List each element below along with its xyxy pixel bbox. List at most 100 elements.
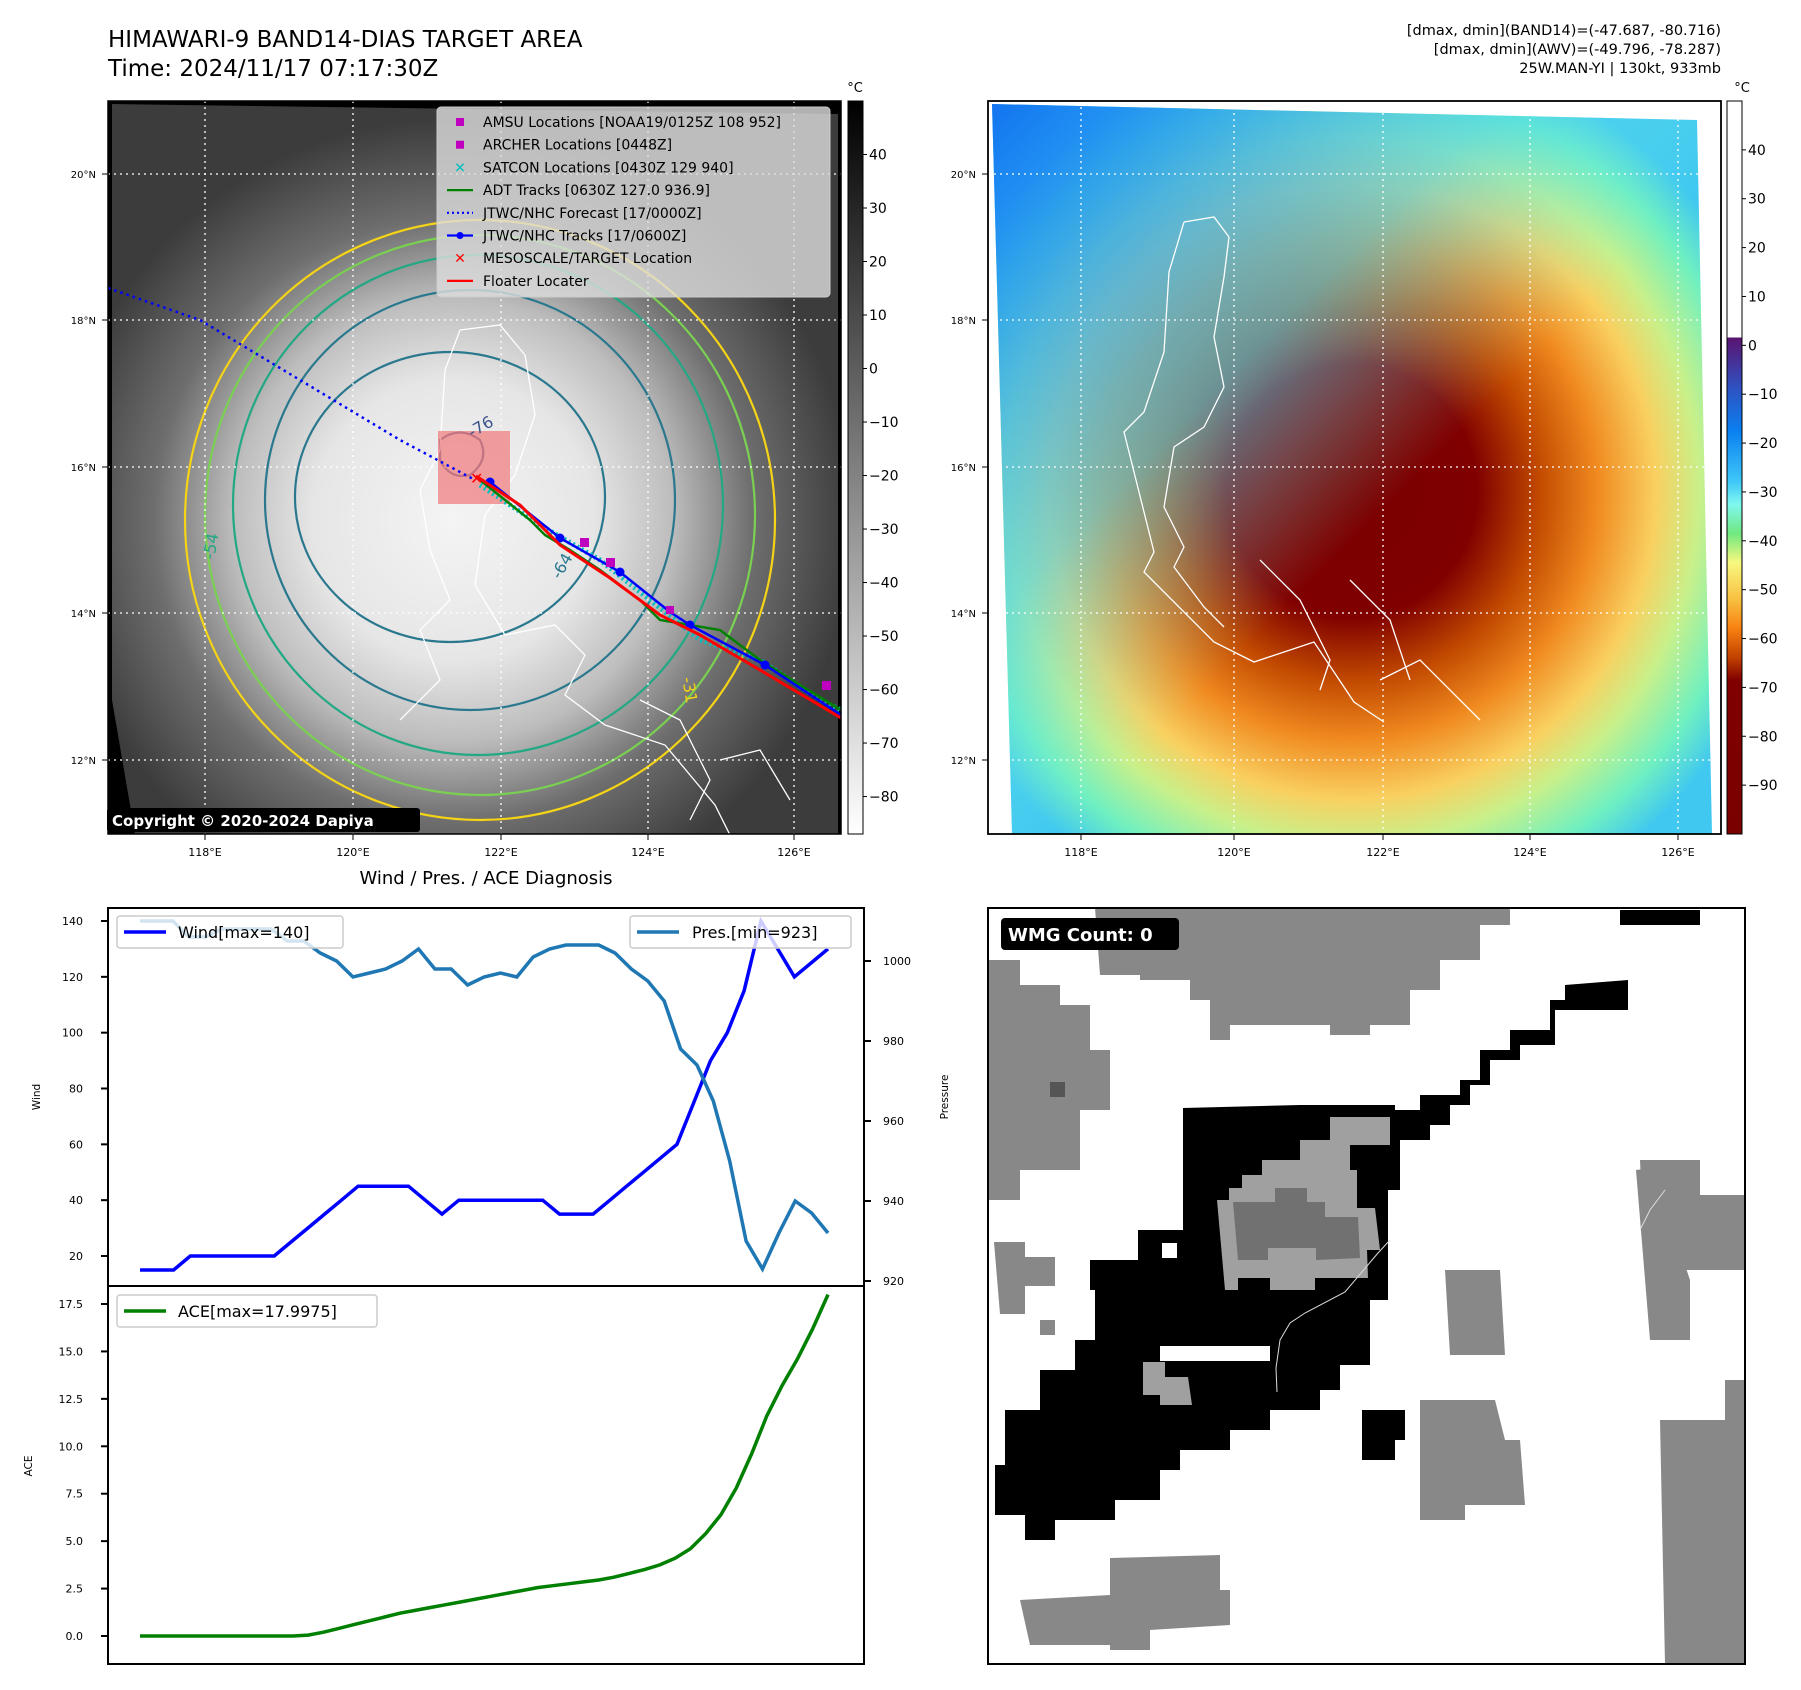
wmg-gray-region [1420, 1400, 1525, 1520]
colorbar-tick-label: −50 [1748, 583, 1778, 599]
ace-tick-label: 2.5 [66, 1583, 84, 1596]
pressure-tick-label: 960 [883, 1115, 904, 1128]
ace-axis-label: ACE [23, 1456, 35, 1477]
lat-tick-label: 18°N [71, 316, 96, 327]
legend-label: ARCHER Locations [0448Z] [483, 138, 672, 154]
legend-item: ARCHER Locations [0448Z] [456, 138, 672, 154]
coastline-visayas [639, 699, 791, 821]
wind-axis-label: Wind [31, 1084, 43, 1110]
wmg-gray-region [1095, 908, 1510, 1040]
dot-marker-icon [456, 232, 464, 239]
awv-gridlines [988, 101, 1721, 834]
colorbar-tick-label: 10 [869, 308, 887, 324]
wind-legend-box [116, 915, 344, 949]
legend-label: AMSU Locations [NOAA19/0125Z 108 952] [483, 115, 781, 131]
ir-colorbar-gradient [847, 100, 864, 835]
amsu-archer-markers [580, 538, 831, 690]
lat-tick-label: 16°N [951, 463, 976, 474]
contour-label-31: -31 [678, 675, 701, 704]
colorbar-tick-label: 20 [1748, 241, 1766, 257]
jtwc-forecast-track [108, 286, 476, 482]
square-marker-icon [456, 140, 464, 149]
pressure-tick-label: 980 [883, 1035, 904, 1048]
colorbar-tick-label: −40 [869, 576, 899, 592]
legend-item: AMSU Locations [NOAA19/0125Z 108 952] [456, 115, 781, 131]
track-legend: AMSU Locations [NOAA19/0125Z 108 952] ARC… [436, 106, 831, 298]
legend-item: ✕ SATCON Locations [0430Z 129 940] [454, 160, 733, 176]
square-marker-icon [456, 118, 464, 126]
wmg-lightgray-region [1143, 1362, 1192, 1405]
lon-tick-label: 118°E [1064, 846, 1097, 859]
wmg-black-region [1362, 1410, 1405, 1460]
ace-chart: 17.5 15.0 12.5 10.0 7.5 5.0 2.5 0.0 ACE ACE[max… [23, 1285, 865, 1665]
lat-tick-label: 20°N [71, 170, 96, 181]
legend-label: Floater Locater [483, 274, 589, 290]
wmg-coastline [1639, 1189, 1666, 1231]
lon-tick-label: 120°E [336, 846, 369, 859]
wmg-black-region [1620, 910, 1700, 925]
ace-legend-box [116, 1294, 378, 1328]
pressure-legend-label: Pres.[min=923] [692, 923, 817, 942]
wmg-coastline [1275, 1239, 1391, 1393]
figure-title: HIMAWARI-9 BAND14-DIAS TARGET AREA Time:… [108, 26, 582, 84]
wind-tick-label: 80 [69, 1083, 83, 1096]
awv-coastline-luzon-west [1123, 221, 1385, 723]
copyright-badge [107, 808, 420, 832]
legend-box [436, 106, 831, 298]
wmg-count-label: WMG Count: 0 [1008, 925, 1153, 946]
wind-series-line [140, 916, 830, 1272]
ace-tick-label: 10.0 [59, 1440, 84, 1453]
wmg-gray-region [1110, 1555, 1230, 1650]
ace-tick-label: 15.0 [59, 1345, 84, 1358]
wind-tick-label: 20 [69, 1250, 83, 1263]
lon-tick-label: 126°E [777, 846, 810, 859]
coastlines [399, 324, 791, 834]
wmg-darkgray-region [1233, 1188, 1360, 1260]
colorbar-tick-label: 40 [869, 148, 887, 164]
lat-tick-label: 12°N [71, 756, 96, 767]
awv-map-panel [987, 100, 1722, 835]
legend-item: ADT Tracks [0630Z 127.0 936.9] [447, 183, 710, 199]
legend-item: ✕ MESOSCALE/TARGET Location [454, 251, 692, 267]
wind-chart-frame [107, 907, 865, 1287]
info-storm-summary: 25W.MAN-YI | 130kt, 933mb [1519, 61, 1721, 77]
lon-tick-label: 122°E [484, 846, 517, 859]
awv-colorbar-unit: °C [1734, 81, 1750, 96]
colorbar-tick-label: −50 [869, 629, 899, 645]
awv-map-ticks: 118°E 120°E 122°E 124°E 126°E 20°N 18°N 16°N 14°… [951, 170, 1695, 859]
lon-tick-label: 124°E [1513, 846, 1546, 859]
colorbar-tick-label: −80 [1748, 729, 1778, 745]
ace-tick-label: 5.0 [66, 1535, 84, 1548]
ace-tick-label: 7.5 [66, 1488, 84, 1501]
coastline-luzon [459, 324, 731, 834]
x-marker-icon: ✕ [454, 160, 466, 176]
wind-legend-label: Wind[max=140] [178, 923, 310, 942]
coastline-luzon-west [399, 329, 461, 721]
legend-label: JTWC/NHC Forecast [17/0000Z] [482, 206, 702, 222]
colorbar-tick-label: −20 [1748, 436, 1778, 452]
colorbar-tick-label: −40 [1748, 534, 1778, 550]
ace-series-line [140, 1293, 830, 1638]
legend-item: Floater Locater [447, 274, 589, 290]
ace-tick-label: 17.5 [59, 1298, 84, 1311]
ace-tick-label: 12.5 [59, 1393, 84, 1406]
ir-map-ticks: 118°E 120°E 122°E 124°E 126°E 20°N 18°N 16°N 14°… [71, 170, 811, 859]
pressure-legend-box [629, 915, 852, 949]
pressure-tick-label: 1000 [883, 955, 911, 968]
wmg-count-badge [1001, 918, 1179, 950]
wind-tick-label: 40 [69, 1194, 83, 1207]
wmg-frame [987, 907, 1746, 1665]
colorbar-tick-label: −70 [869, 736, 899, 752]
lon-tick-label: 124°E [631, 846, 664, 859]
lon-tick-label: 126°E [1661, 846, 1694, 859]
info-band14-range: [dmax, dmin](BAND14)=(-47.687, -80.716) [1406, 23, 1721, 39]
wmg-darkgray-cell [1050, 1082, 1065, 1097]
colorbar-tick-label: 20 [869, 255, 887, 271]
colorbar-tick-label: 0 [869, 362, 878, 378]
wmg-gray-region [1020, 1595, 1110, 1645]
colorbar-tick-label: −80 [869, 790, 899, 806]
lat-tick-label: 20°N [951, 170, 976, 181]
pressure-legend: Pres.[min=923] [629, 915, 852, 949]
lat-tick-label: 18°N [951, 316, 976, 327]
